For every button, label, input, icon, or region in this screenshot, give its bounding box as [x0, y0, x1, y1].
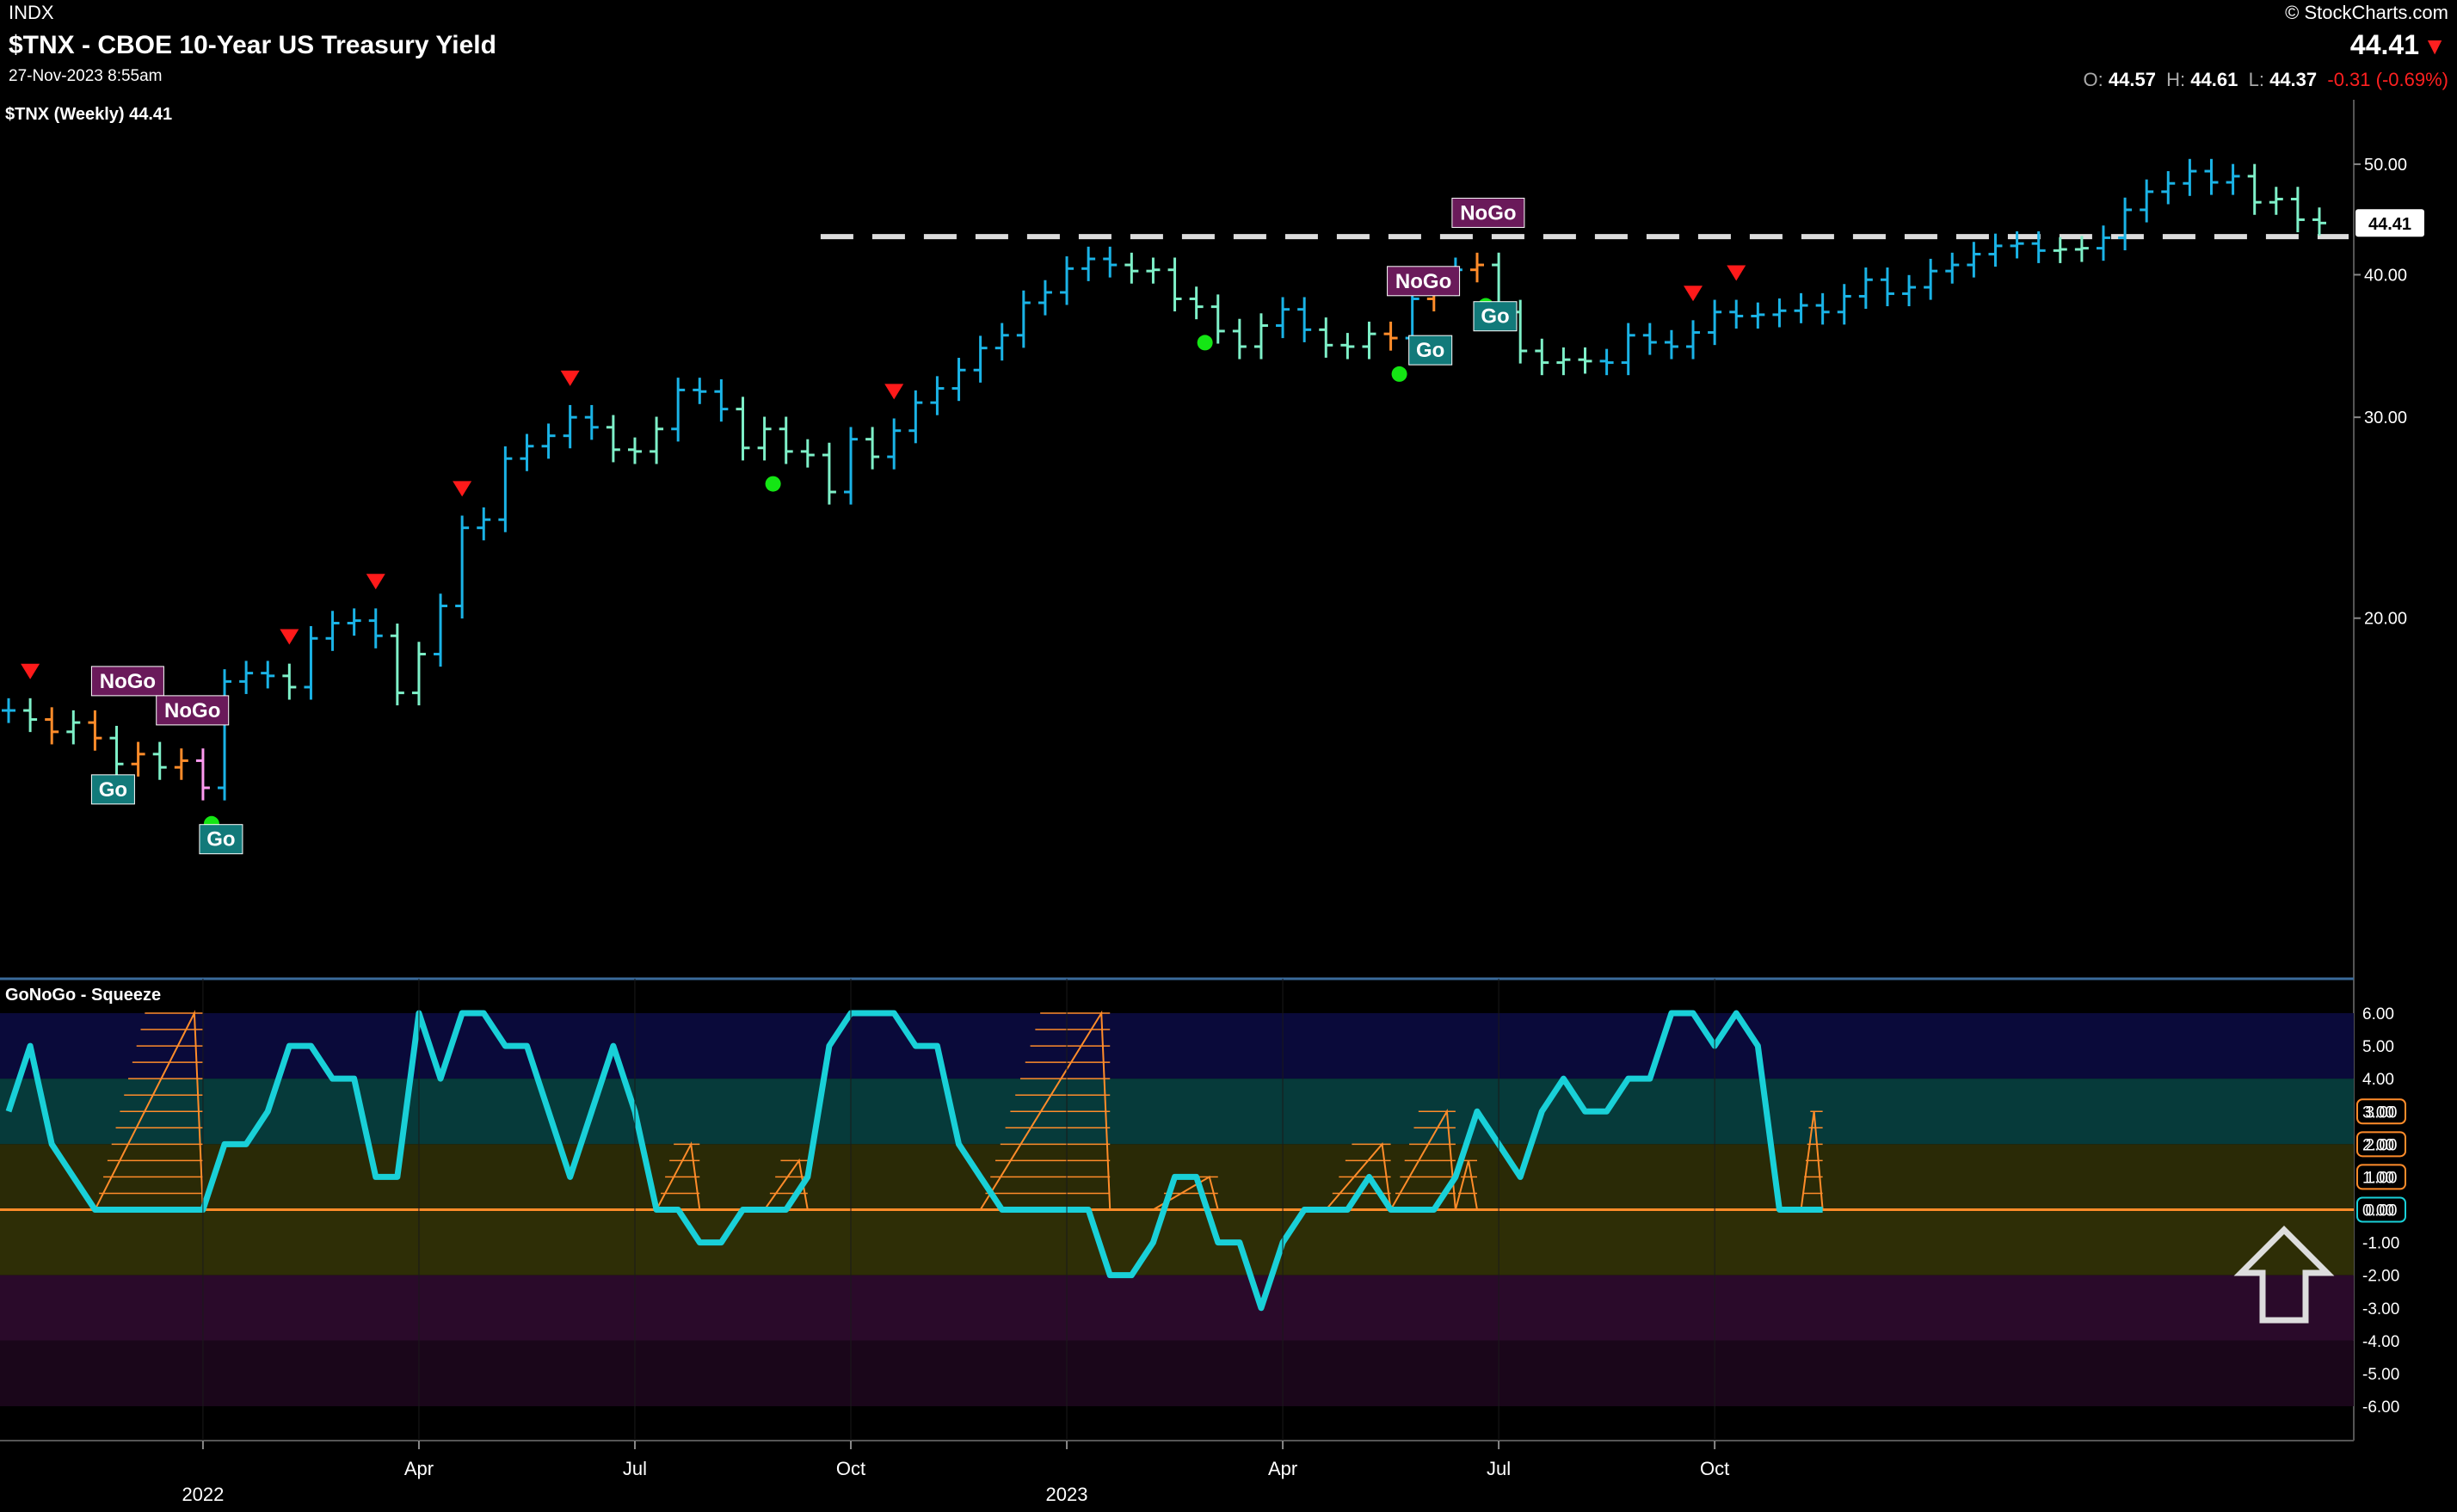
price-tick-label: 50.00: [2364, 156, 2407, 175]
x-tick-label: 2022: [182, 1484, 224, 1505]
x-tick-label: Oct: [836, 1458, 865, 1479]
last-price-tag: [2355, 209, 2424, 237]
trend-dot-icon: [1197, 335, 1213, 351]
signal-badge: [1408, 335, 1453, 366]
oscillator-tag: [2356, 1164, 2406, 1190]
signal-badge: [1473, 301, 1518, 332]
signal-badge: [90, 774, 135, 805]
oscillator-line: [5, 1010, 1823, 1312]
oscillator-tick-label: 2.00: [2362, 1136, 2394, 1154]
oscillator-tag-label: 2.00: [2366, 1136, 2398, 1154]
last-price-tag-label: 44.41: [2368, 215, 2411, 234]
signal-badge-label: NoGo: [1460, 201, 1516, 224]
oscillator-tick-label: 1.00: [2362, 1169, 2394, 1187]
oscillator-tick-label: -4.00: [2362, 1333, 2399, 1351]
oscillator-tick-label: -2.00: [2362, 1268, 2399, 1286]
squeeze-edge: [1454, 1160, 1478, 1210]
squeeze-edge: [656, 1141, 701, 1210]
high-label: H:: [2166, 69, 2186, 90]
squeeze-edge: [1325, 1141, 1392, 1211]
oscillator-band: [0, 1340, 2354, 1406]
squeeze-edge: [979, 1010, 1112, 1211]
oscillator-tick-label: -5.00: [2362, 1366, 2399, 1384]
x-tick-label: Oct: [1700, 1458, 1729, 1479]
peak-marker-icon: [453, 481, 472, 497]
change-value: -0.31 (-0.69%): [2327, 69, 2448, 90]
peak-marker-icon: [366, 574, 385, 590]
signal-badge: [199, 824, 243, 855]
signal-badge: [1387, 266, 1461, 297]
signal-badge-label: NoGo: [1395, 270, 1451, 293]
oscillator-tag: [2356, 1098, 2406, 1125]
high-value: 44.61: [2190, 69, 2238, 90]
brand-label[interactable]: © StockCharts.com: [2285, 2, 2448, 23]
signal-badge: [156, 695, 230, 726]
low-label: L:: [2248, 69, 2264, 90]
signal-badge: [90, 666, 164, 697]
timestamp: 27-Nov-2023 8:55am: [9, 67, 163, 85]
peak-marker-icon: [560, 370, 580, 386]
oscillator-tick-label: -3.00: [2362, 1300, 2399, 1318]
oscillator-tick-label: 4.00: [2362, 1071, 2394, 1089]
price-tick-label: 20.00: [2364, 610, 2407, 629]
exchange-label: INDX: [9, 2, 54, 23]
signal-badge-label: Go: [206, 828, 235, 851]
signal-badge-label: Go: [99, 778, 127, 802]
squeeze-edge: [763, 1158, 809, 1211]
oscillator-tag: [2356, 1131, 2406, 1158]
peak-marker-icon: [21, 663, 40, 679]
peak-marker-icon: [1727, 265, 1746, 281]
signal-badge-label: NoGo: [100, 670, 156, 693]
oscillator-band: [0, 1013, 2354, 1079]
oscillator-tick-label: 0.00: [2362, 1202, 2394, 1220]
squeeze-edge: [1152, 1175, 1219, 1211]
peak-marker-icon: [1684, 286, 1703, 302]
oscillator-tick-label: 3.00: [2362, 1103, 2394, 1122]
low-value: 44.37: [2269, 69, 2318, 90]
signal-badge-label: NoGo: [164, 699, 220, 722]
x-tick-label: 2023: [1046, 1484, 1088, 1505]
oscillator-tick-label: -1.00: [2362, 1235, 2399, 1253]
oscillator-tick-label: 5.00: [2362, 1038, 2394, 1056]
oscillator-tick-label: 6.00: [2362, 1005, 2394, 1023]
trend-dot-icon: [1391, 366, 1407, 382]
oscillator-legend: GoNoGo - Squeeze: [5, 986, 162, 1005]
trend-dot-icon: [765, 476, 781, 492]
signal-badge: [1451, 197, 1525, 228]
open-label: O:: [2083, 69, 2103, 90]
open-value: 44.57: [2108, 69, 2156, 90]
x-tick-label: Jul: [1487, 1458, 1511, 1479]
oscillator-band: [0, 1209, 2354, 1275]
oscillator-tag-label: 1.00: [2366, 1169, 2398, 1187]
chart-header: [0, 0, 2457, 100]
oscillator-band: [0, 1275, 2354, 1341]
oscillator-tag-label: 3.00: [2366, 1103, 2398, 1122]
oscillator-band: [0, 1079, 2354, 1145]
last-price: 44.41: [2349, 29, 2419, 60]
signal-badge-label: Go: [1416, 339, 1444, 362]
chart-title: $TNX - CBOE 10-Year US Treasury Yield: [9, 31, 496, 59]
up-arrow-icon: [2233, 1226, 2335, 1324]
oscillator-tag: [2356, 1196, 2406, 1223]
peak-marker-icon: [280, 629, 299, 645]
down-arrow-icon: ▼: [2423, 33, 2447, 59]
price-tick-label: 30.00: [2364, 409, 2407, 427]
x-tick-label: Jul: [623, 1458, 647, 1479]
x-tick-label: Apr: [404, 1458, 434, 1479]
oscillator-tag-label: 0.00: [2366, 1202, 2398, 1220]
oscillator-tick-label: -6.00: [2362, 1398, 2399, 1417]
squeeze-edge: [1800, 1111, 1824, 1210]
squeeze-edge: [94, 1010, 204, 1210]
ohlc-readout: O: 44.57 H: 44.61 L: 44.37 -0.31 (-0.69%…: [2084, 69, 2448, 91]
price-legend: $TNX (Weekly) 44.41: [5, 105, 173, 124]
x-tick-label: Apr: [1268, 1458, 1297, 1479]
peak-marker-icon: [884, 384, 904, 400]
signal-badge-label: Go: [1481, 305, 1509, 329]
price-tick-label: 40.00: [2364, 266, 2407, 285]
